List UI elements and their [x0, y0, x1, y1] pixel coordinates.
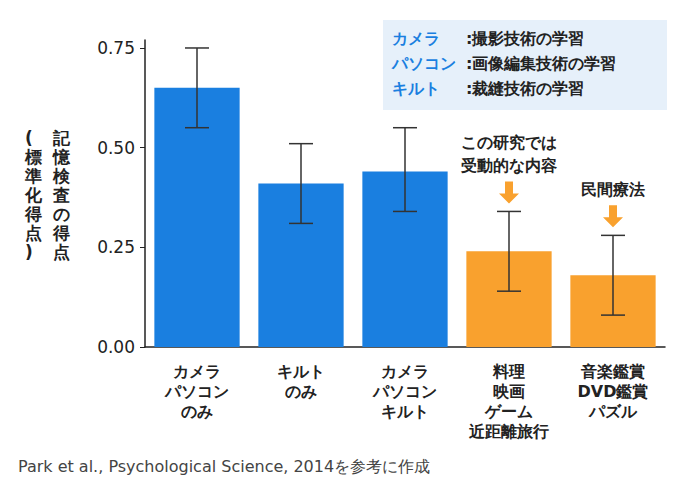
svg-text:キルト: キルト	[277, 362, 325, 381]
svg-text:近距離旅行: 近距離旅行	[468, 422, 549, 441]
svg-text:ゲーム: ゲーム	[484, 402, 533, 421]
svg-text:映画: 映画	[493, 382, 525, 401]
svg-text:のみ: のみ	[285, 382, 317, 401]
svg-text:この研究では: この研究では	[461, 133, 557, 152]
svg-text::撮影技術の学習: :撮影技術の学習	[466, 29, 584, 48]
svg-text:点: 点	[25, 223, 42, 243]
svg-text:検: 検	[52, 166, 71, 186]
svg-text:得: 得	[52, 223, 70, 243]
svg-text:Park et al., Psychological Sci: Park et al., Psychological Science, 2014…	[18, 457, 430, 476]
svg-text:料理: 料理	[492, 362, 525, 381]
svg-text:のみ: のみ	[181, 402, 213, 421]
svg-text:憶: 憶	[52, 147, 71, 167]
svg-text:0.50: 0.50	[97, 138, 135, 158]
svg-text:準: 準	[24, 166, 42, 186]
svg-text:0.00: 0.00	[97, 337, 135, 357]
svg-text:標: 標	[24, 147, 42, 167]
svg-text:の: の	[53, 204, 70, 224]
svg-text:パソコン: パソコン	[391, 54, 456, 73]
svg-text:受動的な内容: 受動的な内容	[460, 156, 557, 175]
svg-text:0.75: 0.75	[97, 38, 135, 58]
svg-text:キルト: キルト	[381, 402, 429, 421]
svg-text:カメラ: カメラ	[392, 29, 440, 48]
svg-text:記: 記	[52, 128, 71, 148]
svg-text:民間療法: 民間療法	[581, 180, 645, 199]
svg-text:点: 点	[53, 242, 70, 262]
svg-text::画像編集技術の学習: :画像編集技術の学習	[466, 54, 616, 73]
svg-text:パズル: パズル	[588, 402, 638, 421]
svg-text:DVD鑑賞: DVD鑑賞	[578, 382, 649, 401]
svg-text:化: 化	[24, 185, 43, 205]
svg-text:査: 査	[52, 185, 70, 205]
svg-text:得: 得	[24, 204, 42, 224]
svg-text:): )	[25, 242, 33, 262]
svg-text:音楽鑑賞: 音楽鑑賞	[580, 362, 645, 381]
svg-text:パソコン: パソコン	[372, 382, 437, 401]
svg-text:カメラ: カメラ	[381, 362, 429, 381]
svg-text:カメラ: カメラ	[173, 362, 221, 381]
svg-text::裁縫技術の学習: :裁縫技術の学習	[466, 79, 584, 98]
svg-text:0.25: 0.25	[97, 237, 135, 257]
svg-text:(: (	[25, 128, 33, 148]
svg-text:キルト: キルト	[392, 79, 440, 98]
svg-text:パソコン: パソコン	[164, 382, 229, 401]
